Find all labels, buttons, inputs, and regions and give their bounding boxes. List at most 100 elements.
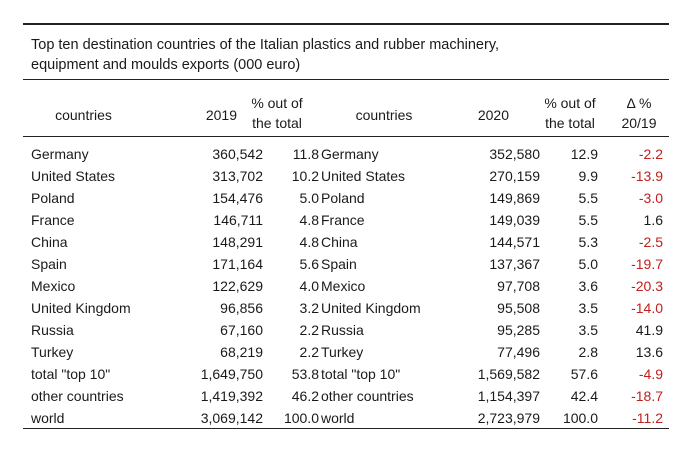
header-countries-2020: countries xyxy=(355,107,413,123)
title-rule xyxy=(23,79,669,80)
header-share-2020-line1: % out of xyxy=(544,95,596,111)
share-2019-cell: 4.8 xyxy=(299,234,319,250)
delta-20-19-cell: -11.2 xyxy=(632,410,663,426)
value-2020-cell: 1,569,582 xyxy=(477,366,540,382)
value-2019-cell: 171,164 xyxy=(212,256,263,272)
country-2020-cell: United States xyxy=(321,168,406,184)
share-2019-cell: 53.8 xyxy=(291,366,319,382)
table-row: United States 313,702 10.2 United States 270… xyxy=(23,165,669,187)
value-2020-cell: 149,039 xyxy=(489,212,540,228)
title-line-1: Top ten destination countries of the Ita… xyxy=(31,37,500,53)
country-2019-cell: Turkey xyxy=(31,344,74,360)
table-row: Russia 67,160 2.2 Russia 95,285 3.5 41.9 xyxy=(23,319,669,341)
delta-20-19-cell: 41.9 xyxy=(635,322,663,338)
table-row: Poland 154,476 5.0 Poland 149,869 5.5 -3.0 xyxy=(23,187,669,209)
table-row: United Kingdom 96,856 3.2 United Kingdom 95,… xyxy=(23,297,669,319)
delta-20-19-cell: -13.9 xyxy=(631,168,663,184)
share-2020-cell: 100.0 xyxy=(562,410,598,426)
country-2019-cell: Spain xyxy=(31,256,67,272)
share-2019-cell: 2.2 xyxy=(299,322,319,338)
value-2019-cell: 68,219 xyxy=(220,344,263,360)
header-delta-line2: 20/19 xyxy=(621,115,657,131)
country-2020-cell: total "top 10" xyxy=(321,366,401,382)
value-2020-cell: 352,580 xyxy=(489,146,540,162)
share-2020-cell: 5.3 xyxy=(578,234,598,250)
share-2019-cell: 5.6 xyxy=(299,256,319,272)
country-2019-cell: France xyxy=(31,212,75,228)
value-2020-cell: 97,708 xyxy=(497,278,540,294)
country-2020-cell: France xyxy=(321,212,365,228)
share-2020-cell: 42.4 xyxy=(570,388,598,404)
country-2019-cell: United States xyxy=(31,168,116,184)
share-2020-cell: 3.6 xyxy=(578,278,598,294)
share-2020-cell: 57.6 xyxy=(570,366,598,382)
header-year-2020: 2020 xyxy=(477,107,509,123)
share-2020-cell: 5.5 xyxy=(578,190,598,206)
top-rule xyxy=(23,23,669,25)
header-share-2020-line2: the total xyxy=(545,115,595,131)
share-2020-cell: 9.9 xyxy=(578,168,598,184)
country-2020-cell: Mexico xyxy=(321,278,366,294)
value-2019-cell: 360,542 xyxy=(212,146,263,162)
value-2019-cell: 1,649,750 xyxy=(200,366,263,382)
country-2019-cell: other countries xyxy=(31,388,124,404)
delta-20-19-cell: -19.7 xyxy=(631,256,663,272)
country-2020-cell: Germany xyxy=(321,146,379,162)
table-row: France 146,711 4.8 France 149,039 5.5 1.6 xyxy=(23,209,669,231)
delta-20-19-cell: -18.7 xyxy=(631,388,663,404)
table-row: Mexico 122,629 4.0 Mexico 97,708 3.6 -20.3 xyxy=(23,275,669,297)
country-2019-cell: Mexico xyxy=(31,278,76,294)
delta-20-19-cell: -2.2 xyxy=(638,146,663,162)
country-2019-cell: China xyxy=(31,234,68,250)
table-title: Top ten destination countries of the Ita… xyxy=(31,35,661,75)
country-2020-cell: world xyxy=(321,410,355,426)
country-2020-cell: Poland xyxy=(321,190,365,206)
country-2020-cell: other countries xyxy=(321,388,414,404)
country-2019-cell: world xyxy=(31,410,65,426)
header-delta: Δ % 20/19 xyxy=(613,93,665,133)
share-2019-cell: 46.2 xyxy=(291,388,319,404)
country-2020-cell: Russia xyxy=(321,322,364,338)
value-2019-cell: 148,291 xyxy=(212,234,263,250)
value-2020-cell: 144,571 xyxy=(489,234,540,250)
share-2019-cell: 100.0 xyxy=(283,410,319,426)
country-2019-cell: Germany xyxy=(31,146,89,162)
header-share-2019: % out of the total xyxy=(241,93,313,133)
value-2019-cell: 3,069,142 xyxy=(200,410,263,426)
country-2020-cell: Spain xyxy=(321,256,357,272)
value-2019-cell: 122,629 xyxy=(212,278,263,294)
share-2019-cell: 11.8 xyxy=(292,146,319,162)
country-2020-cell: Turkey xyxy=(321,344,364,360)
share-2020-cell: 12.9 xyxy=(570,146,598,162)
table-row: Turkey 68,219 2.2 Turkey 77,496 2.8 13.6 xyxy=(23,341,669,363)
delta-20-19-cell: -20.3 xyxy=(631,278,663,294)
share-2019-cell: 4.0 xyxy=(299,278,319,294)
header-year-2019: 2019 xyxy=(205,107,237,123)
share-2019-cell: 10.2 xyxy=(291,168,319,184)
delta-20-19-cell: -2.5 xyxy=(638,234,663,250)
table-row: China 148,291 4.8 China 144,571 5.3 -2.5 xyxy=(23,231,669,253)
share-2019-cell: 5.0 xyxy=(299,190,319,206)
value-2019-cell: 1,419,392 xyxy=(200,388,263,404)
table-row: Spain 171,164 5.6 Spain 137,367 5.0 -19.7 xyxy=(23,253,669,275)
value-2020-cell: 95,508 xyxy=(497,300,540,316)
table-row: total "top 10" 1,649,750 53.8 total "top 10… xyxy=(23,363,669,385)
share-2019-cell: 2.2 xyxy=(299,344,319,360)
value-2019-cell: 67,160 xyxy=(220,322,263,338)
bottom-rule xyxy=(23,428,669,429)
delta-20-19-cell: 13.6 xyxy=(635,344,663,360)
export-table: Top ten destination countries of the Ita… xyxy=(23,23,669,429)
header-countries-2019: countries xyxy=(55,107,112,123)
country-2019-cell: Poland xyxy=(31,190,75,206)
value-2020-cell: 149,869 xyxy=(489,190,540,206)
header-share-2020: % out of the total xyxy=(534,93,606,133)
country-2019-cell: Russia xyxy=(31,322,74,338)
country-2020-cell: United Kingdom xyxy=(321,300,421,316)
header-share-2019-line2: the total xyxy=(252,115,302,131)
share-2020-cell: 5.0 xyxy=(578,256,598,272)
share-2019-cell: 4.8 xyxy=(299,212,319,228)
table-row: world 3,069,142 100.0 world 2,723,979 100.0 -1… xyxy=(23,407,669,429)
header-delta-line1: Δ % xyxy=(626,95,652,111)
header-share-2019-line1: % out of xyxy=(251,95,303,111)
country-2019-cell: United Kingdom xyxy=(31,300,131,316)
